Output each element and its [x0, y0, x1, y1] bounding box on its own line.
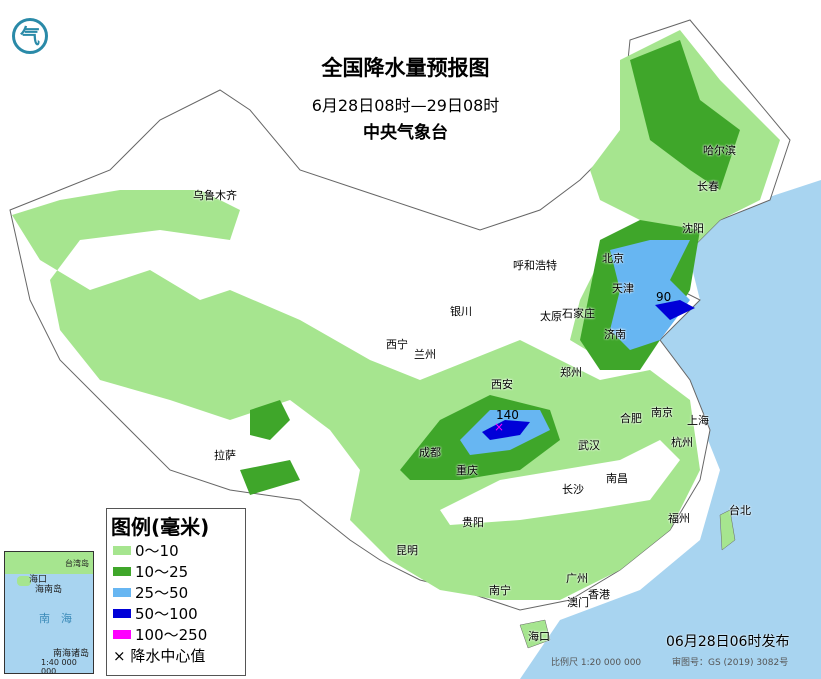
legend-label: 100～250 — [135, 626, 208, 644]
south-china-sea-inset: 台湾岛 海口 海南岛 南 海 南海诸岛 1:40 000 000 — [4, 551, 94, 674]
city-label: 贵阳 — [462, 516, 484, 529]
city-label: 南昌 — [606, 472, 628, 485]
rain-10-25-northeast — [630, 40, 740, 190]
legend-item: 50～100 — [113, 603, 245, 624]
legend-label: 10～25 — [135, 563, 189, 581]
legend-item: 10～25 — [113, 561, 245, 582]
taiwan-label: 台湾岛 — [65, 559, 89, 568]
sea-area — [520, 180, 821, 679]
city-label: 昆明 — [396, 544, 418, 557]
map-scale: 比例尺 1:20 000 000 — [551, 658, 642, 668]
cma-logo: 气 — [12, 18, 48, 54]
city-label: 哈尔滨 — [703, 144, 736, 157]
city-label: 杭州 — [671, 436, 693, 449]
city-label: 长春 — [697, 180, 719, 193]
city-label: 合肥 — [620, 412, 642, 425]
city-label: 呼和浩特 — [513, 259, 557, 272]
city-label: 澳门 — [567, 596, 589, 609]
legend-swatch — [113, 567, 131, 576]
city-label: 太原 — [540, 310, 562, 323]
city-label: 南京 — [651, 406, 673, 419]
city-label: 海口 — [528, 630, 550, 643]
rain-50-100-sichuan — [482, 420, 530, 440]
city-label: 武汉 — [578, 439, 600, 452]
legend: 图例(毫米) 0～10 10～25 25～50 50～100 100～250 × 降水中… — [106, 508, 246, 676]
rain-center-value: 140 — [496, 408, 519, 422]
city-label: 乌鲁木齐 — [193, 189, 237, 202]
hainan — [519, 619, 551, 649]
city-label: 拉萨 — [214, 449, 236, 462]
legend-title: 图例(毫米) — [111, 515, 210, 539]
legend-label: 25～50 — [135, 584, 189, 602]
dry-area-south — [440, 440, 680, 525]
city-label: 天津 — [612, 282, 634, 295]
city-label: 西宁 — [386, 338, 408, 351]
city-label: 济南 — [604, 328, 626, 341]
city-label: 福州 — [668, 512, 690, 525]
city-label: 香港 — [588, 588, 610, 601]
legend-swatch — [113, 546, 131, 555]
city-label: 南宁 — [489, 584, 511, 597]
legend-item-center: × 降水中心值 — [113, 647, 206, 665]
city-label: 石家庄 — [562, 307, 595, 320]
city-label: 重庆 — [456, 464, 478, 477]
rain-25-50-north — [610, 240, 690, 350]
legend-label: 50～100 — [135, 605, 198, 623]
city-label: 长沙 — [562, 483, 584, 496]
city-label: 广州 — [566, 572, 588, 585]
city-label: 成都 — [419, 446, 441, 459]
city-label: 西安 — [491, 378, 513, 391]
legend-item: 0～10 — [113, 540, 245, 561]
publish-time: 06月28日06时发布 — [666, 634, 790, 650]
legend-item: 100～250 — [113, 624, 245, 645]
city-label: 上海 — [687, 414, 709, 427]
rain-10-25-tibet — [240, 400, 300, 495]
taiwan — [719, 509, 736, 551]
legend-swatch — [113, 609, 131, 618]
city-label: 兰州 — [414, 348, 436, 361]
issuer: 中央气象台 — [363, 123, 448, 143]
legend-swatch — [113, 630, 131, 639]
city-label: 郑州 — [560, 366, 582, 379]
review-number: 审图号：GS (2019) 3082号 — [672, 658, 789, 668]
legend-label: 0～10 — [135, 542, 179, 560]
city-label: 银川 — [450, 305, 472, 318]
legend-swatch — [113, 588, 131, 597]
city-label: 台北 — [729, 504, 751, 517]
forecast-period: 6月28日08时—29日08时 — [311, 96, 500, 115]
rain-50-100-shandong — [655, 300, 695, 320]
city-label: 沈阳 — [682, 222, 704, 235]
legend-item: 25～50 — [113, 582, 245, 603]
city-label: 北京 — [602, 252, 624, 265]
map-title: 全国降水量预报图 — [321, 56, 490, 80]
rain-center-marker-icon: × — [494, 420, 505, 434]
rain-center-value: 90 — [656, 290, 672, 304]
